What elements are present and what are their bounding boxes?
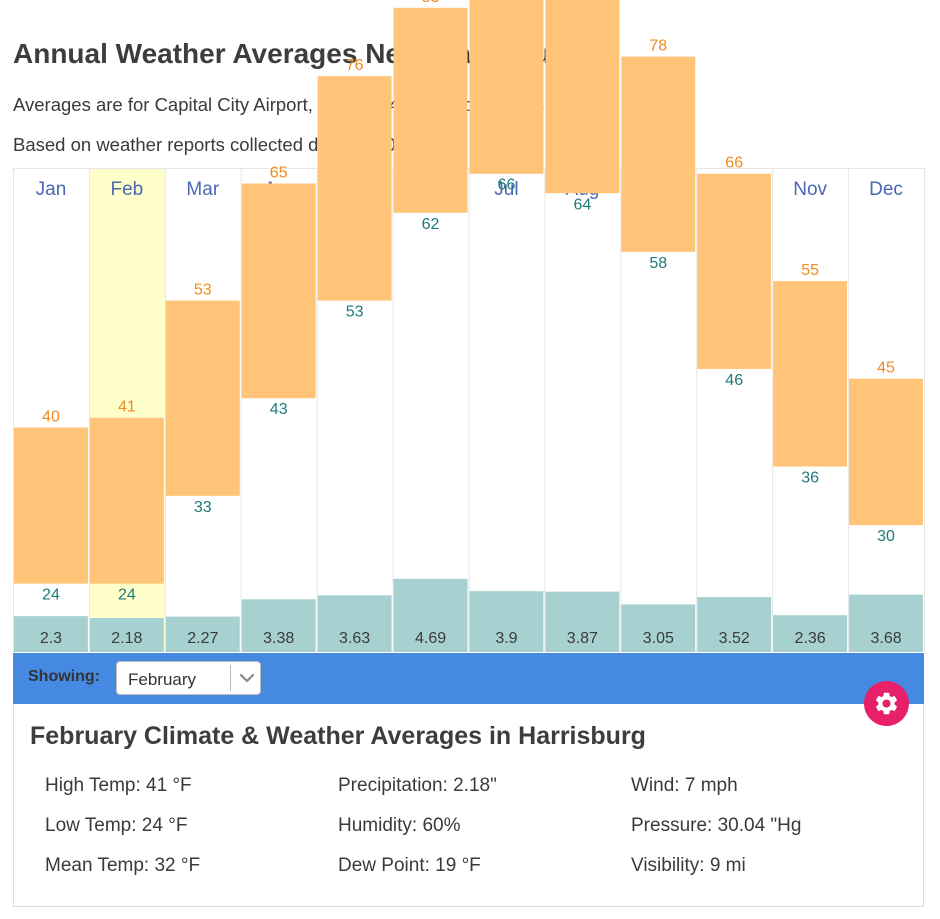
high-temp-label: 40 <box>42 409 60 426</box>
month-label-dec: Dec <box>869 179 903 200</box>
temp-range-bar <box>89 417 164 584</box>
precip-bar <box>621 604 696 652</box>
low-temp-label: 64 <box>573 196 591 213</box>
precip-label: 3.63 <box>339 630 370 647</box>
settings-button[interactable] <box>864 681 909 726</box>
month-detail-panel: February Climate & Weather Averages in H… <box>13 704 924 907</box>
precip-bar <box>469 591 544 652</box>
stat-humidity: Humidity: 60% <box>338 815 461 836</box>
gear-icon <box>875 692 898 715</box>
precip-bar <box>241 599 316 652</box>
chevron-down-icon <box>239 673 255 683</box>
precip-label: 3.38 <box>263 630 294 647</box>
precip-label: 2.27 <box>187 630 218 647</box>
low-temp-label: 58 <box>649 255 667 272</box>
temp-range-bar <box>545 0 620 194</box>
stat-pressure: Pressure: 30.04 "Hg <box>631 815 802 836</box>
precip-label: 3.05 <box>643 630 674 647</box>
temp-range-bar <box>241 183 316 399</box>
high-temp-label: 83 <box>422 0 440 6</box>
temp-range-bar <box>469 0 544 174</box>
month-label-mar: Mar <box>186 179 219 200</box>
low-temp-label: 24 <box>42 587 60 604</box>
precip-bar <box>317 595 392 652</box>
temp-range-bar <box>849 378 923 526</box>
month-label-nov: Nov <box>793 179 827 200</box>
stat-mean-temp: Mean Temp: 32 °F <box>45 855 201 876</box>
precip-bar <box>14 616 88 652</box>
temp-range-bar <box>773 281 848 467</box>
stat-precipitation: Precipitation: 2.18" <box>338 775 497 796</box>
select-divider <box>230 665 231 691</box>
temp-range-bar <box>165 300 240 496</box>
precip-label: 3.87 <box>567 630 598 647</box>
stat-visibility: Visibility: 9 mi <box>631 855 746 876</box>
month-label-feb: Feb <box>111 179 144 200</box>
precip-label: 3.52 <box>719 630 750 647</box>
precip-label: 2.3 <box>40 630 62 647</box>
precip-bar <box>545 591 620 652</box>
stat-high-temp: High Temp: 41 °F <box>45 775 192 796</box>
high-temp-label: 76 <box>346 57 364 74</box>
month-select[interactable]: February <box>116 661 261 695</box>
precip-label: 4.69 <box>415 630 446 647</box>
month-select-value: February <box>128 670 197 689</box>
precip-bar <box>89 617 164 652</box>
precip-bar <box>393 578 468 652</box>
precip-bar <box>849 594 923 652</box>
low-temp-label: 62 <box>422 216 440 233</box>
high-temp-label: 66 <box>725 155 743 172</box>
precip-label: 2.36 <box>795 630 826 647</box>
precip-label: 2.18 <box>111 630 142 647</box>
high-temp-label: 45 <box>877 360 895 377</box>
low-temp-label: 66 <box>498 177 516 194</box>
stat-low-temp: Low Temp: 24 °F <box>45 815 188 836</box>
low-temp-label: 33 <box>194 499 212 516</box>
temp-range-bar <box>393 7 468 213</box>
high-temp-label: 41 <box>118 399 136 416</box>
low-temp-label: 43 <box>270 401 288 418</box>
temp-range-bar <box>317 76 392 301</box>
month-label-jul: Jul <box>494 179 518 200</box>
temp-range-bar <box>697 173 772 369</box>
temp-range-bar <box>621 56 696 252</box>
precip-label: 3.9 <box>495 630 517 647</box>
temp-range-bar <box>14 427 88 584</box>
low-temp-label: 36 <box>801 470 819 487</box>
detail-title: February Climate & Weather Averages in H… <box>30 722 646 750</box>
low-temp-label: 30 <box>877 528 895 545</box>
low-temp-label: 53 <box>346 304 364 321</box>
low-temp-label: 46 <box>725 372 743 389</box>
high-temp-label: 53 <box>194 282 212 299</box>
stat-wind: Wind: 7 mph <box>631 775 738 796</box>
precip-bar <box>165 616 240 652</box>
high-temp-label: 65 <box>270 165 288 182</box>
showing-label: Showing: <box>28 668 100 685</box>
stat-dew-point: Dew Point: 19 °F <box>338 855 481 876</box>
precip-bar <box>773 615 848 652</box>
precip-label: 3.68 <box>870 630 901 647</box>
high-temp-label: 78 <box>649 38 667 55</box>
precip-bar <box>697 597 772 652</box>
month-label-jan: Jan <box>36 179 67 200</box>
high-temp-label: 55 <box>801 262 819 279</box>
low-temp-label: 24 <box>118 587 136 604</box>
